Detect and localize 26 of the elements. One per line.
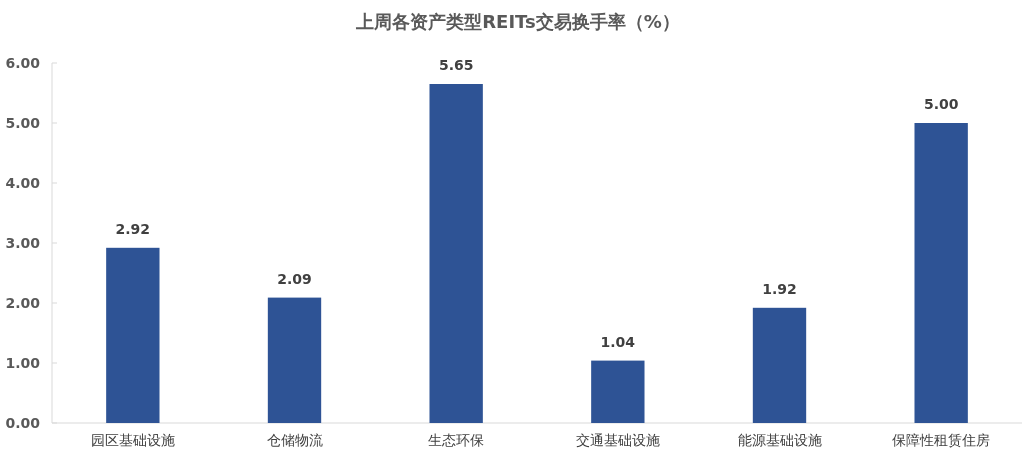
data-label: 1.04: [600, 333, 636, 350]
bar: [429, 84, 483, 423]
y-tick-label: 6.00: [5, 55, 41, 71]
data-label: 2.09: [277, 270, 312, 287]
bar: [267, 297, 322, 423]
x-tick-label: 园区基础设施: [90, 432, 175, 448]
data-label: 5.65: [438, 57, 474, 73]
y-tick-label: 4.00: [5, 175, 41, 191]
data-label: 2.92: [115, 220, 151, 237]
chart-title: 上周各资产类型REITs交易换手率（%）: [355, 11, 680, 32]
x-tick-label: 交通基础设施: [575, 432, 660, 448]
data-label: 1.92: [762, 280, 797, 297]
x-tick-label: 仓储物流: [266, 432, 323, 448]
x-tick-label: 能源基础设施: [737, 432, 822, 448]
bar: [106, 247, 160, 423]
y-tick-label: 1.00: [5, 355, 41, 371]
bar: [914, 123, 968, 423]
y-tick-label: 5.00: [5, 115, 41, 131]
bar: [591, 360, 645, 423]
data-label: 5.00: [923, 96, 959, 112]
y-tick-label: 2.00: [5, 295, 41, 311]
y-tick-label: 0.00: [5, 415, 41, 431]
x-tick-label: 保障性租赁住房: [892, 432, 991, 448]
x-tick-label: 生态环保: [428, 432, 485, 448]
bar: [752, 307, 807, 423]
y-tick-label: 3.00: [5, 235, 41, 251]
